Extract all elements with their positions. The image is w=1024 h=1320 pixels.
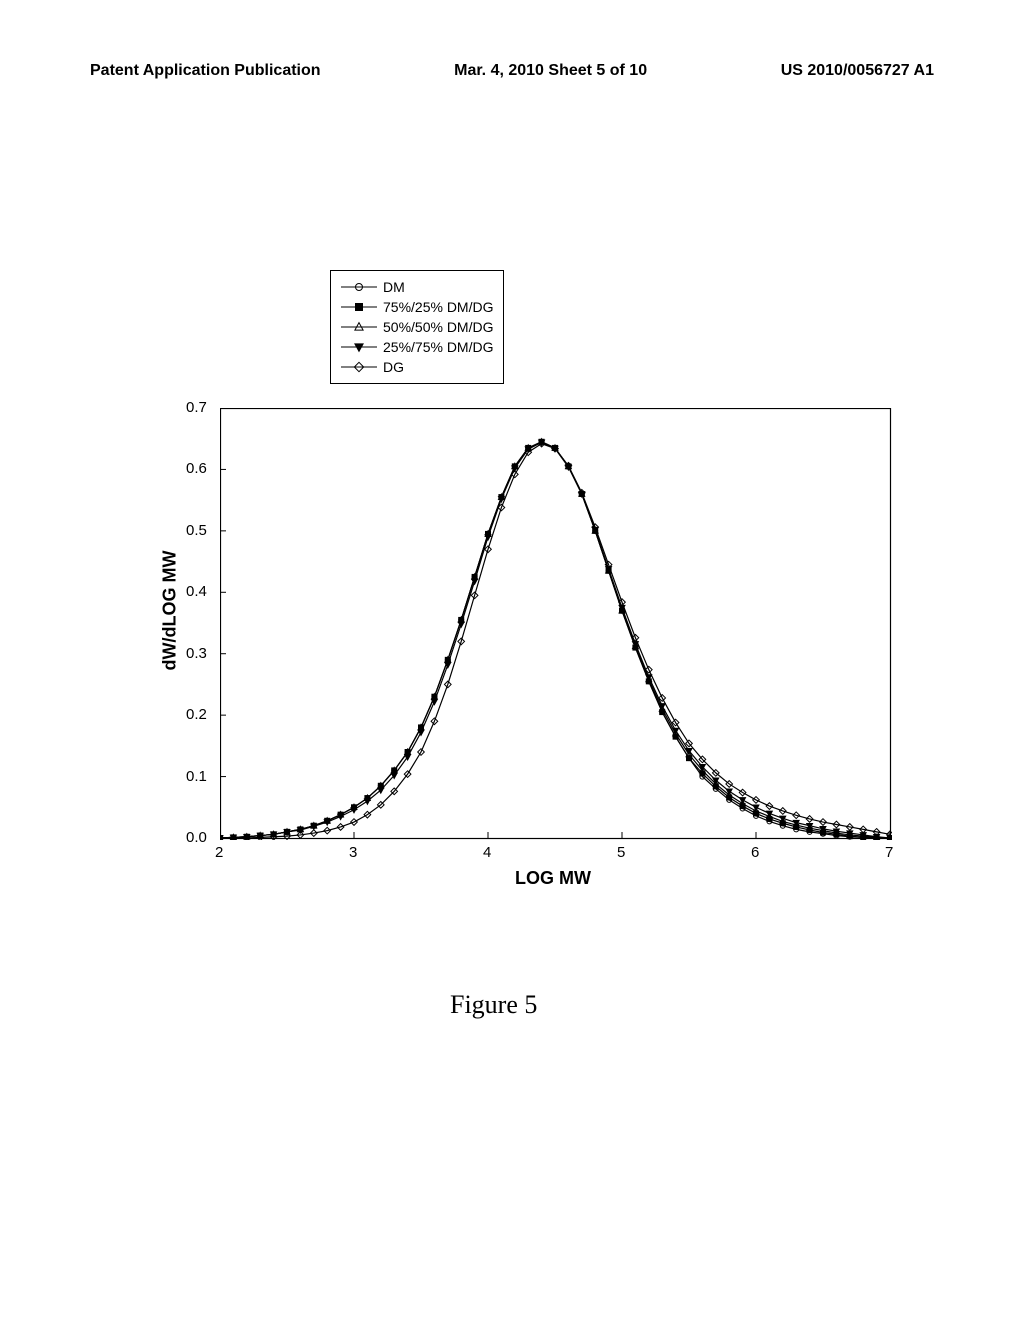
x-tick-label: 5 (617, 844, 625, 861)
y-tick-label: 0.5 (186, 522, 207, 539)
mw-distribution-chart (220, 408, 892, 840)
y-tick-label: 0.2 (186, 706, 207, 723)
header-left: Patent Application Publication (90, 62, 321, 80)
figure-caption: Figure 5 (450, 990, 537, 1020)
legend-label: 25%/75% DM/DG (383, 339, 493, 355)
open-circle-icon (341, 280, 377, 294)
filled-down-triangle-icon (341, 340, 377, 354)
x-tick-label: 4 (483, 844, 491, 861)
legend-label: 50%/50% DM/DG (383, 319, 493, 335)
legend-label: DG (383, 359, 404, 375)
x-tick-label: 7 (885, 844, 893, 861)
x-axis-label: LOG MW (515, 868, 591, 889)
x-tick-label: 3 (349, 844, 357, 861)
legend-item: 25%/75% DM/DG (341, 337, 493, 357)
legend-label: 75%/25% DM/DG (383, 299, 493, 315)
y-tick-label: 0.1 (186, 768, 207, 785)
open-diamond-icon (341, 360, 377, 374)
legend-label: DM (383, 279, 405, 295)
y-tick-label: 0.3 (186, 645, 207, 662)
header-right: US 2010/0056727 A1 (781, 62, 934, 80)
legend-item: 75%/25% DM/DG (341, 297, 493, 317)
y-axis-label: dW/dLOG MW (159, 551, 180, 671)
x-tick-label: 6 (751, 844, 759, 861)
chart-legend: DM 75%/25% DM/DG 50%/50% DM/DG 25%/75% DM/D… (330, 270, 504, 384)
filled-square-icon (341, 300, 377, 314)
y-tick-label: 0.7 (186, 399, 207, 416)
x-tick-label: 2 (215, 844, 223, 861)
page-header: Patent Application Publication Mar. 4, 2… (0, 62, 1024, 80)
y-tick-label: 0.6 (186, 460, 207, 477)
y-tick-label: 0.0 (186, 829, 207, 846)
legend-item: DG (341, 357, 493, 377)
legend-item: 50%/50% DM/DG (341, 317, 493, 337)
y-tick-label: 0.4 (186, 583, 207, 600)
legend-item: DM (341, 277, 493, 297)
open-triangle-icon (341, 320, 377, 334)
header-middle: Mar. 4, 2010 Sheet 5 of 10 (454, 62, 647, 80)
